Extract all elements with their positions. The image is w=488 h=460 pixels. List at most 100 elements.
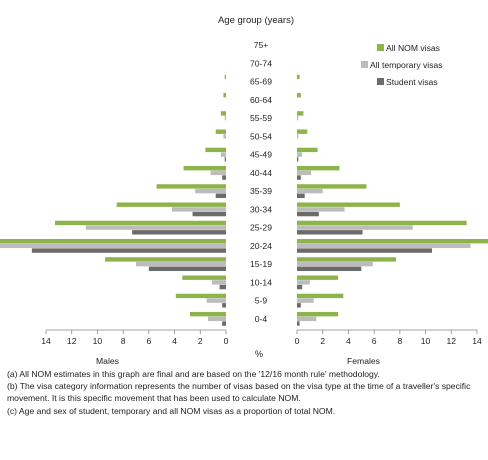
- bar-male-all-temporary-visas-30-34: [172, 207, 226, 212]
- legend-swatch-all-nom: [377, 44, 384, 51]
- age-label-0-4: 0-4: [255, 314, 268, 324]
- bar-male-student-visas-40-44: [222, 175, 226, 180]
- footnote-a: (a) All NOM estimates in this graph are …: [7, 369, 380, 379]
- age-label-10-14: 10-14: [250, 277, 272, 287]
- bar-male-student-visas-35-39: [215, 193, 226, 199]
- bar-male-student-visas-0-4: [222, 321, 226, 326]
- footnote-b: (b) The visa category information repres…: [7, 381, 471, 404]
- female-tick-label-2: 2: [320, 336, 325, 346]
- bar-male-all-nom-visas-55-59: [220, 111, 226, 116]
- bar-male-all-temporary-visas-40-44: [210, 170, 226, 176]
- bar-female-student-visas-30-34: [297, 211, 319, 217]
- bar-male-all-nom-visas-50-54: [215, 129, 226, 134]
- bar-female-all-nom-visas-45-49: [297, 147, 318, 153]
- bar-female-student-visas-5-9: [297, 303, 301, 308]
- bar-female-all-temporary-visas-20-24: [297, 243, 471, 249]
- bar-female-student-visas-35-39: [297, 193, 305, 199]
- bar-male-student-visas-30-34: [192, 211, 226, 217]
- bar-male-all-nom-visas-30-34: [116, 202, 226, 207]
- age-label-20-24: 20-24: [250, 241, 272, 251]
- bar-male-student-visas-5-9: [222, 303, 226, 308]
- female-tick-label-10: 10: [421, 336, 431, 346]
- bar-male-all-nom-visas-0-4: [190, 311, 226, 317]
- age-label-55-59: 55-59: [250, 113, 272, 123]
- bar-female-student-visas-20-24: [297, 248, 432, 253]
- age-label-5-9: 5-9: [255, 296, 268, 306]
- bar-male-all-temporary-visas-55-59: [224, 115, 226, 121]
- bar-female-student-visas-15-19: [297, 266, 362, 272]
- chart-title: Age group (years): [218, 15, 294, 26]
- footnotes: (a) All NOM estimates in this graph are …: [7, 368, 485, 417]
- male-tick-label-4: 4: [172, 336, 177, 346]
- bar-female-all-temporary-visas-45-49: [297, 152, 303, 157]
- female-tick-label-6: 6: [372, 336, 377, 346]
- age-label-15-19: 15-19: [250, 259, 272, 269]
- bar-female-all-nom-visas-50-54: [297, 129, 308, 134]
- bars-group: [0, 74, 488, 326]
- male-tick-label-8: 8: [121, 336, 126, 346]
- bar-female-all-nom-visas-15-19: [297, 257, 396, 262]
- age-label-45-49: 45-49: [250, 150, 272, 160]
- bar-female-all-nom-visas-35-39: [297, 184, 367, 189]
- female-tick-label-4: 4: [346, 336, 351, 346]
- population-pyramid-chart: Age group (years) 75+ 70-74 65-69 60-64 55-5…: [0, 15, 488, 365]
- bar-male-all-temporary-visas-20-24: [0, 243, 226, 249]
- bar-female-all-temporary-visas-10-14: [297, 280, 310, 285]
- bar-female-all-temporary-visas-5-9: [297, 298, 314, 303]
- bar-male-student-visas-20-24: [31, 248, 226, 253]
- bar-female-all-temporary-visas-30-34: [297, 207, 345, 212]
- bar-male-all-nom-visas-40-44: [183, 165, 226, 171]
- age-label-35-39: 35-39: [250, 186, 272, 196]
- bar-male-all-nom-visas-35-39: [156, 184, 226, 189]
- bar-male-all-temporary-visas-10-14: [211, 280, 226, 285]
- bar-female-all-nom-visas-5-9: [297, 293, 344, 299]
- age-label-25-29: 25-29: [250, 223, 272, 233]
- bar-female-student-visas-0-4: [297, 321, 300, 326]
- bar-male-student-visas-15-19: [148, 266, 226, 272]
- bar-female-all-nom-visas-65-69: [297, 74, 300, 80]
- bar-female-all-temporary-visas-40-44: [297, 170, 312, 176]
- bar-female-all-temporary-visas-15-19: [297, 261, 373, 267]
- bar-female-student-visas-40-44: [297, 175, 301, 180]
- legend-label-all-nom: All NOM visas: [386, 43, 440, 53]
- bar-male-all-temporary-visas-15-19: [136, 261, 226, 267]
- bar-female-all-temporary-visas-0-4: [297, 316, 317, 322]
- bar-female-all-nom-visas-25-29: [297, 220, 467, 226]
- bar-male-all-temporary-visas-35-39: [195, 188, 226, 194]
- bar-male-all-nom-visas-65-69: [224, 74, 226, 80]
- bar-female-all-nom-visas-55-59: [297, 111, 304, 116]
- bar-female-all-temporary-visas-50-54: [297, 134, 299, 139]
- bar-male-all-nom-visas-10-14: [182, 275, 226, 280]
- x-axis-ticks: 0 0 2 2 4 4 6 6 8 8 10 10 12 12 14 14: [41, 330, 482, 346]
- age-label-70-74: 70-74: [250, 58, 272, 68]
- age-label-40-44: 40-44: [250, 168, 272, 178]
- bar-male-all-temporary-visas-5-9: [206, 298, 226, 303]
- legend-swatch-temporary: [361, 61, 368, 68]
- bar-male-all-temporary-visas-0-4: [208, 316, 226, 322]
- bar-male-student-visas-45-49: [224, 157, 226, 162]
- age-group-labels: 75+ 70-74 65-69 60-64 55-59 50-54 45-49 40-44 35…: [250, 40, 272, 324]
- female-tick-label-8: 8: [397, 336, 402, 346]
- age-label-65-69: 65-69: [250, 77, 272, 87]
- bar-male-all-nom-visas-25-29: [55, 220, 226, 226]
- bar-male-all-temporary-visas-45-49: [220, 152, 226, 157]
- bar-female-student-visas-45-49: [297, 157, 299, 162]
- male-tick-label-14: 14: [41, 336, 51, 346]
- male-tick-label-10: 10: [93, 336, 103, 346]
- bar-female-student-visas-10-14: [297, 284, 303, 290]
- bar-female-all-temporary-visas-25-29: [297, 225, 413, 230]
- legend: All NOM visas All temporary visas Studen…: [361, 43, 443, 87]
- bar-male-all-temporary-visas-25-29: [85, 225, 226, 230]
- bar-female-all-temporary-visas-55-59: [297, 115, 299, 121]
- legend-label-student: Student visas: [386, 77, 438, 87]
- legend-swatch-student: [377, 78, 384, 85]
- bar-male-all-nom-visas-15-19: [105, 257, 226, 262]
- footnote-c: (c) Age and sex of student, temporary an…: [7, 405, 336, 416]
- bar-male-student-visas-25-29: [132, 230, 226, 235]
- males-panel-label: Males: [96, 356, 119, 365]
- bar-female-all-nom-visas-40-44: [297, 165, 340, 171]
- bar-male-all-temporary-visas-50-54: [223, 134, 226, 139]
- females-panel-label: Females: [347, 356, 380, 365]
- bar-female-all-temporary-visas-35-39: [297, 188, 323, 194]
- bar-female-student-visas-25-29: [297, 230, 363, 235]
